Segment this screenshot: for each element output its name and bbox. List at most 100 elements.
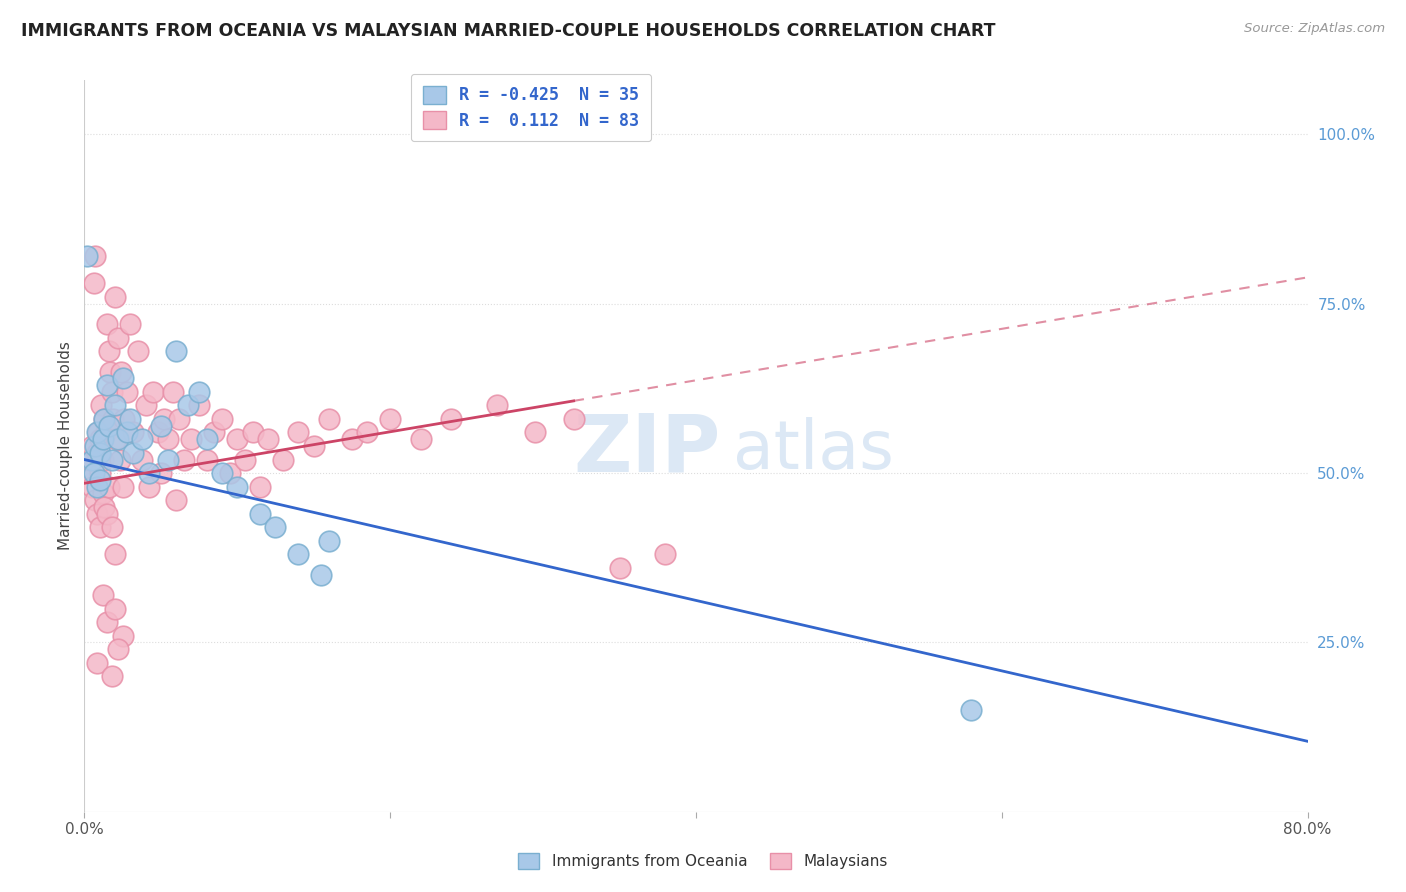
Point <box>86 507 108 521</box>
Point <box>110 364 132 378</box>
Point <box>318 533 340 548</box>
Point <box>122 425 145 440</box>
Point <box>249 480 271 494</box>
Point <box>104 290 127 304</box>
Point <box>486 398 509 412</box>
Point <box>287 425 309 440</box>
Point <box>111 371 134 385</box>
Point <box>80 452 103 467</box>
Point <box>195 452 218 467</box>
Point <box>91 588 114 602</box>
Point <box>97 480 120 494</box>
Point <box>104 547 127 561</box>
Point <box>162 384 184 399</box>
Point <box>89 466 111 480</box>
Point <box>226 480 249 494</box>
Point <box>654 547 676 561</box>
Point <box>142 384 165 399</box>
Point <box>609 561 631 575</box>
Point <box>524 425 547 440</box>
Point <box>104 398 127 412</box>
Point <box>302 439 325 453</box>
Point <box>233 452 256 467</box>
Point <box>84 493 107 508</box>
Legend: R = -0.425  N = 35, R =  0.112  N = 83: R = -0.425 N = 35, R = 0.112 N = 83 <box>411 74 651 141</box>
Point <box>91 486 114 500</box>
Point <box>107 432 129 446</box>
Point <box>87 425 110 440</box>
Point <box>108 452 131 467</box>
Point <box>173 452 195 467</box>
Point <box>211 466 233 480</box>
Point <box>149 466 172 480</box>
Point <box>149 418 172 433</box>
Point <box>157 432 180 446</box>
Point <box>96 507 118 521</box>
Point <box>120 317 142 331</box>
Point <box>83 277 105 291</box>
Point <box>77 466 100 480</box>
Point <box>111 629 134 643</box>
Point <box>107 642 129 657</box>
Text: Source: ZipAtlas.com: Source: ZipAtlas.com <box>1244 22 1385 36</box>
Point <box>94 425 117 440</box>
Point <box>101 384 124 399</box>
Point <box>440 412 463 426</box>
Point <box>107 331 129 345</box>
Point <box>131 452 153 467</box>
Point <box>138 466 160 480</box>
Point <box>153 412 176 426</box>
Point <box>93 500 115 514</box>
Point <box>188 398 211 412</box>
Point <box>104 601 127 615</box>
Point <box>318 412 340 426</box>
Point <box>89 520 111 534</box>
Point <box>356 425 378 440</box>
Point <box>96 615 118 629</box>
Point <box>89 446 111 460</box>
Point <box>96 317 118 331</box>
Point <box>177 398 200 412</box>
Point <box>97 418 120 433</box>
Point <box>86 656 108 670</box>
Y-axis label: Married-couple Households: Married-couple Households <box>58 342 73 550</box>
Text: ZIP: ZIP <box>574 410 720 489</box>
Point <box>84 439 107 453</box>
Point <box>91 432 114 446</box>
Point <box>287 547 309 561</box>
Point <box>249 507 271 521</box>
Point <box>115 425 138 440</box>
Point <box>89 473 111 487</box>
Point <box>86 446 108 460</box>
Point <box>80 439 103 453</box>
Point <box>409 432 432 446</box>
Point <box>103 412 125 426</box>
Point <box>97 344 120 359</box>
Point <box>311 567 333 582</box>
Point <box>135 398 157 412</box>
Point <box>226 432 249 446</box>
Point <box>264 520 287 534</box>
Point <box>146 425 169 440</box>
Point <box>115 384 138 399</box>
Point <box>218 466 240 480</box>
Point <box>562 412 585 426</box>
Text: IMMIGRANTS FROM OCEANIA VS MALAYSIAN MARRIED-COUPLE HOUSEHOLDS CORRELATION CHART: IMMIGRANTS FROM OCEANIA VS MALAYSIAN MAR… <box>21 22 995 40</box>
Point <box>960 703 983 717</box>
Point <box>90 398 112 412</box>
Point <box>91 452 114 467</box>
Point <box>138 480 160 494</box>
Point <box>120 412 142 426</box>
Point <box>380 412 402 426</box>
Point <box>101 669 124 683</box>
Point <box>195 432 218 446</box>
Point <box>79 452 101 467</box>
Point <box>89 432 111 446</box>
Point <box>93 412 115 426</box>
Point <box>96 378 118 392</box>
Point <box>211 412 233 426</box>
Point <box>86 480 108 494</box>
Point <box>157 452 180 467</box>
Point <box>83 466 105 480</box>
Point <box>112 412 135 426</box>
